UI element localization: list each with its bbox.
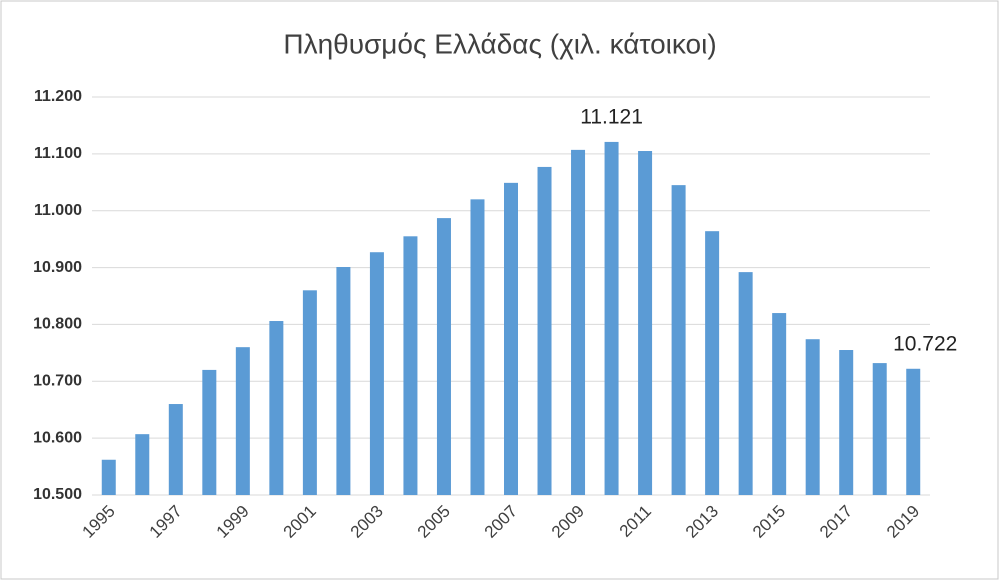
bar [336,267,351,495]
bar [805,339,820,495]
bar [571,149,586,495]
bar [168,404,183,495]
y-tick-label: 10.900 [33,259,82,276]
bar [235,347,250,495]
bar [470,199,485,496]
y-tick-label: 11.100 [34,145,82,162]
value-label: 11.121 [580,105,643,128]
y-tick-label: 10.500 [33,486,82,503]
bar [839,350,854,495]
bar [906,368,921,495]
y-tick-label: 10.700 [33,373,82,390]
bar [369,252,384,495]
bar [101,459,116,495]
bar [638,151,653,495]
bar [504,182,518,495]
bar [705,231,720,495]
bar [872,363,887,495]
bar [269,321,284,495]
bar [604,141,619,495]
y-tick-label: 11.000 [34,202,82,219]
y-tick-label: 11.200 [34,88,82,105]
y-tick-label: 10.600 [33,429,82,446]
value-label: 10.722 [893,332,957,355]
bar [738,272,753,495]
bar [135,434,150,495]
bar [772,313,787,495]
bar [671,185,686,495]
bar [202,369,217,495]
bar [436,218,451,495]
bar [403,236,418,496]
y-tick-label: 10.800 [33,316,82,333]
bar [537,166,552,496]
bar [302,290,317,495]
chart-title: Πληθυσμός Ελλάδας (χιλ. κάτοικοι) [283,28,716,59]
